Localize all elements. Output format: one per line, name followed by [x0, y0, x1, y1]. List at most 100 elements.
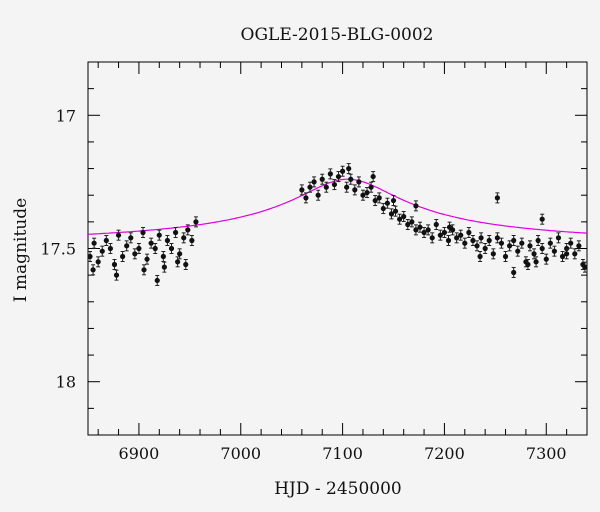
point-marker	[511, 269, 517, 276]
point-marker	[409, 219, 415, 225]
data-point	[161, 261, 167, 273]
point-marker	[433, 221, 439, 228]
point-marker	[576, 243, 582, 249]
point-marker	[466, 229, 472, 236]
point-marker	[189, 237, 195, 244]
data-point	[380, 203, 386, 215]
point-marker	[183, 261, 189, 268]
data-point	[132, 248, 138, 260]
data-point	[441, 227, 448, 239]
point-marker	[437, 232, 443, 238]
data-point	[319, 173, 325, 185]
point-marker	[299, 187, 305, 193]
data-point	[477, 250, 483, 262]
data-point	[360, 189, 366, 201]
data-point	[141, 264, 147, 276]
data-point	[111, 258, 118, 270]
data-point	[417, 221, 423, 233]
data-point	[490, 248, 496, 260]
data-point	[90, 264, 96, 276]
point-marker	[148, 240, 154, 246]
data-point	[429, 232, 435, 244]
data-point	[103, 235, 109, 247]
point-marker	[315, 192, 321, 198]
data-point	[413, 224, 419, 236]
point-marker	[380, 205, 386, 212]
data-point	[482, 243, 488, 254]
point-marker	[511, 237, 517, 244]
point-marker	[168, 245, 175, 252]
data-point	[185, 224, 191, 236]
x-tick-label: 7000	[220, 444, 261, 463]
chart-title: OGLE-2015-BLG-0002	[241, 25, 434, 45]
point-marker	[303, 195, 309, 201]
point-marker	[417, 224, 423, 230]
point-marker	[368, 184, 374, 190]
point-marker	[161, 264, 167, 270]
data-point	[172, 227, 179, 239]
data-point	[91, 237, 97, 249]
point-marker	[352, 187, 358, 193]
point-marker	[140, 229, 146, 236]
data-point	[175, 256, 181, 268]
y-tick-label: 17.5	[40, 240, 76, 259]
data-point	[384, 197, 390, 209]
point-marker	[339, 168, 346, 174]
point-marker	[344, 184, 350, 190]
data-point	[189, 235, 195, 247]
data-point	[113, 269, 120, 281]
axis-ticks	[88, 61, 588, 436]
data-point	[356, 176, 362, 188]
x-tick-label: 6900	[119, 444, 160, 463]
data-point	[511, 235, 517, 247]
data-point	[164, 235, 171, 247]
point-marker	[446, 224, 453, 230]
data-point	[515, 245, 521, 257]
point-marker	[87, 253, 93, 260]
point-marker	[164, 237, 171, 244]
point-marker	[478, 235, 484, 241]
data-point	[535, 235, 541, 247]
point-marker	[477, 253, 483, 260]
x-tick-label: 7100	[322, 444, 363, 463]
data-point	[543, 253, 549, 265]
point-marker	[390, 197, 397, 204]
point-marker	[348, 176, 354, 182]
data-point	[551, 245, 558, 257]
data-point	[568, 237, 574, 249]
data-point	[107, 243, 114, 254]
data-point	[352, 184, 358, 196]
point-marker	[413, 203, 419, 209]
point-marker	[559, 253, 566, 260]
data-point	[397, 213, 403, 225]
point-marker	[555, 235, 562, 241]
data-point	[559, 250, 566, 262]
point-marker	[533, 259, 539, 265]
data-point	[462, 237, 468, 249]
data-point	[87, 250, 93, 262]
point-marker	[360, 192, 366, 198]
point-marker	[364, 189, 370, 196]
data-point	[572, 248, 578, 260]
point-marker	[128, 235, 134, 241]
point-marker	[144, 256, 150, 262]
point-marker	[494, 195, 500, 201]
point-marker	[91, 240, 97, 246]
model-curve	[87, 178, 588, 235]
data-point	[339, 165, 346, 177]
data-point	[392, 205, 399, 217]
point-marker	[564, 251, 570, 257]
data-point	[370, 171, 376, 183]
point-marker	[547, 240, 553, 246]
data-point	[454, 232, 460, 244]
point-marker	[132, 251, 138, 257]
data-point	[445, 235, 452, 247]
point-marker	[454, 235, 460, 241]
point-marker	[425, 227, 431, 233]
data-point	[582, 261, 588, 273]
point-marker	[539, 216, 545, 222]
point-marker	[113, 272, 120, 278]
data-point	[474, 240, 480, 252]
point-marker	[193, 219, 199, 225]
